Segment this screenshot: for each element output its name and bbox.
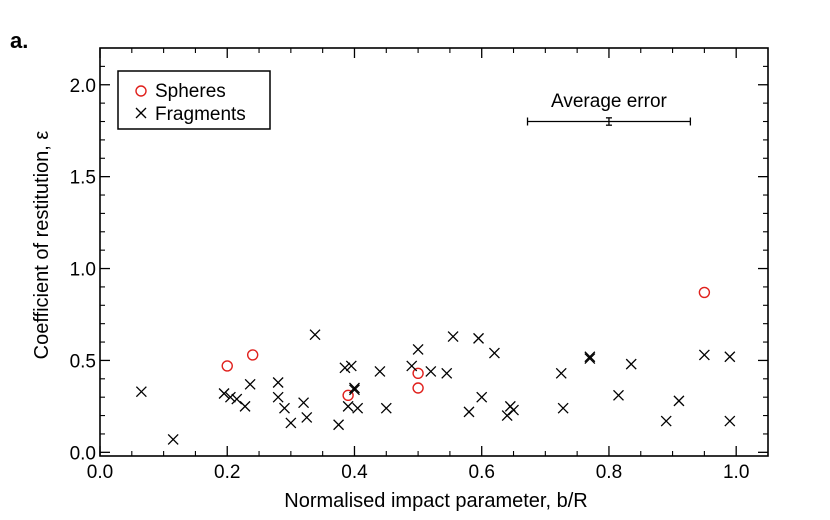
- legend-fragments-label: Fragments: [155, 104, 246, 125]
- legend: Spheres Fragments: [117, 70, 271, 130]
- fragment-point: [660, 415, 672, 427]
- fragment-point: [349, 384, 360, 396]
- sphere-point: [246, 349, 259, 361]
- x-tick-label: 1.0: [723, 462, 749, 483]
- fragment-point: [285, 417, 297, 429]
- fragment-point: [167, 433, 179, 445]
- sphere-point: [698, 286, 711, 299]
- fragment-point: [488, 347, 500, 359]
- fragment-point: [698, 349, 710, 361]
- fragment-point: [272, 391, 284, 403]
- legend-fragments-marker: [135, 107, 147, 119]
- fragment-point: [673, 395, 685, 407]
- panel-label: a.: [10, 28, 28, 53]
- fragment-point: [272, 377, 284, 388]
- fragment-point: [345, 360, 357, 372]
- fragment-point: [724, 415, 736, 427]
- fragment-point: [218, 388, 230, 399]
- fragment-point: [224, 391, 236, 403]
- x-tick-label: 0.4: [341, 462, 368, 483]
- fragment-point: [724, 351, 736, 363]
- fragment-point: [473, 332, 484, 344]
- y-tick-label: 0.5: [70, 351, 96, 372]
- plot-frame: [99, 47, 769, 457]
- fragment-point: [333, 419, 345, 431]
- average-error-bar: [526, 117, 692, 126]
- fragment-point: [301, 411, 313, 423]
- fragment-point: [557, 402, 569, 414]
- fragment-point: [298, 397, 310, 409]
- fragment-point: [555, 367, 567, 379]
- fragment-point: [425, 365, 437, 377]
- x-tick-label: 0.6: [469, 462, 495, 483]
- fragment-point: [584, 351, 596, 363]
- x-tick-label: 0.2: [214, 462, 240, 483]
- fragment-point: [349, 382, 360, 394]
- x-tick-label: 0.8: [596, 462, 622, 483]
- fragment-point: [244, 378, 256, 390]
- fragment-point: [412, 343, 424, 355]
- fragment-point: [441, 367, 453, 379]
- legend-spheres-marker: [135, 85, 147, 97]
- fragment-point: [584, 353, 596, 365]
- y-axis-title: Coefficient of restitution, ε: [31, 131, 53, 360]
- fragment-point: [406, 360, 418, 372]
- y-tick-label: 1.5: [70, 168, 96, 189]
- legend-box: [117, 70, 271, 130]
- y-tick-label: 0.0: [70, 443, 96, 464]
- plot-area: 0.0 0.2 0.4 0.6 0.8 1.0 0.0 0.5 1.0 1.5 2.0: [70, 47, 769, 483]
- sphere-point: [342, 389, 354, 402]
- average-error-label: Average error: [551, 91, 667, 112]
- fragment-point: [508, 404, 519, 416]
- x-tick-label: 0.0: [87, 462, 113, 483]
- sphere-point: [412, 382, 424, 394]
- sphere-point: [221, 360, 233, 372]
- fragment-point: [447, 331, 459, 343]
- fragment-point: [476, 391, 488, 403]
- fragment-point: [309, 329, 321, 341]
- fragment-point: [625, 358, 637, 370]
- fragment-point: [613, 389, 624, 401]
- sphere-point: [412, 367, 424, 379]
- fragment-point: [135, 386, 147, 398]
- fragment-point: [463, 406, 475, 418]
- legend-spheres-label: Spheres: [155, 81, 226, 102]
- fragment-point: [279, 402, 290, 414]
- y-tick-label: 2.0: [70, 76, 96, 97]
- x-axis-title: Normalised impact parameter, b/R: [284, 490, 587, 512]
- fragment-point: [352, 402, 364, 414]
- fragment-point: [380, 402, 392, 414]
- fragment-point: [339, 362, 351, 374]
- fragment-point: [239, 400, 251, 412]
- fragment-point: [374, 365, 386, 377]
- y-tick-label: 1.0: [70, 260, 96, 281]
- fragment-point: [342, 400, 354, 412]
